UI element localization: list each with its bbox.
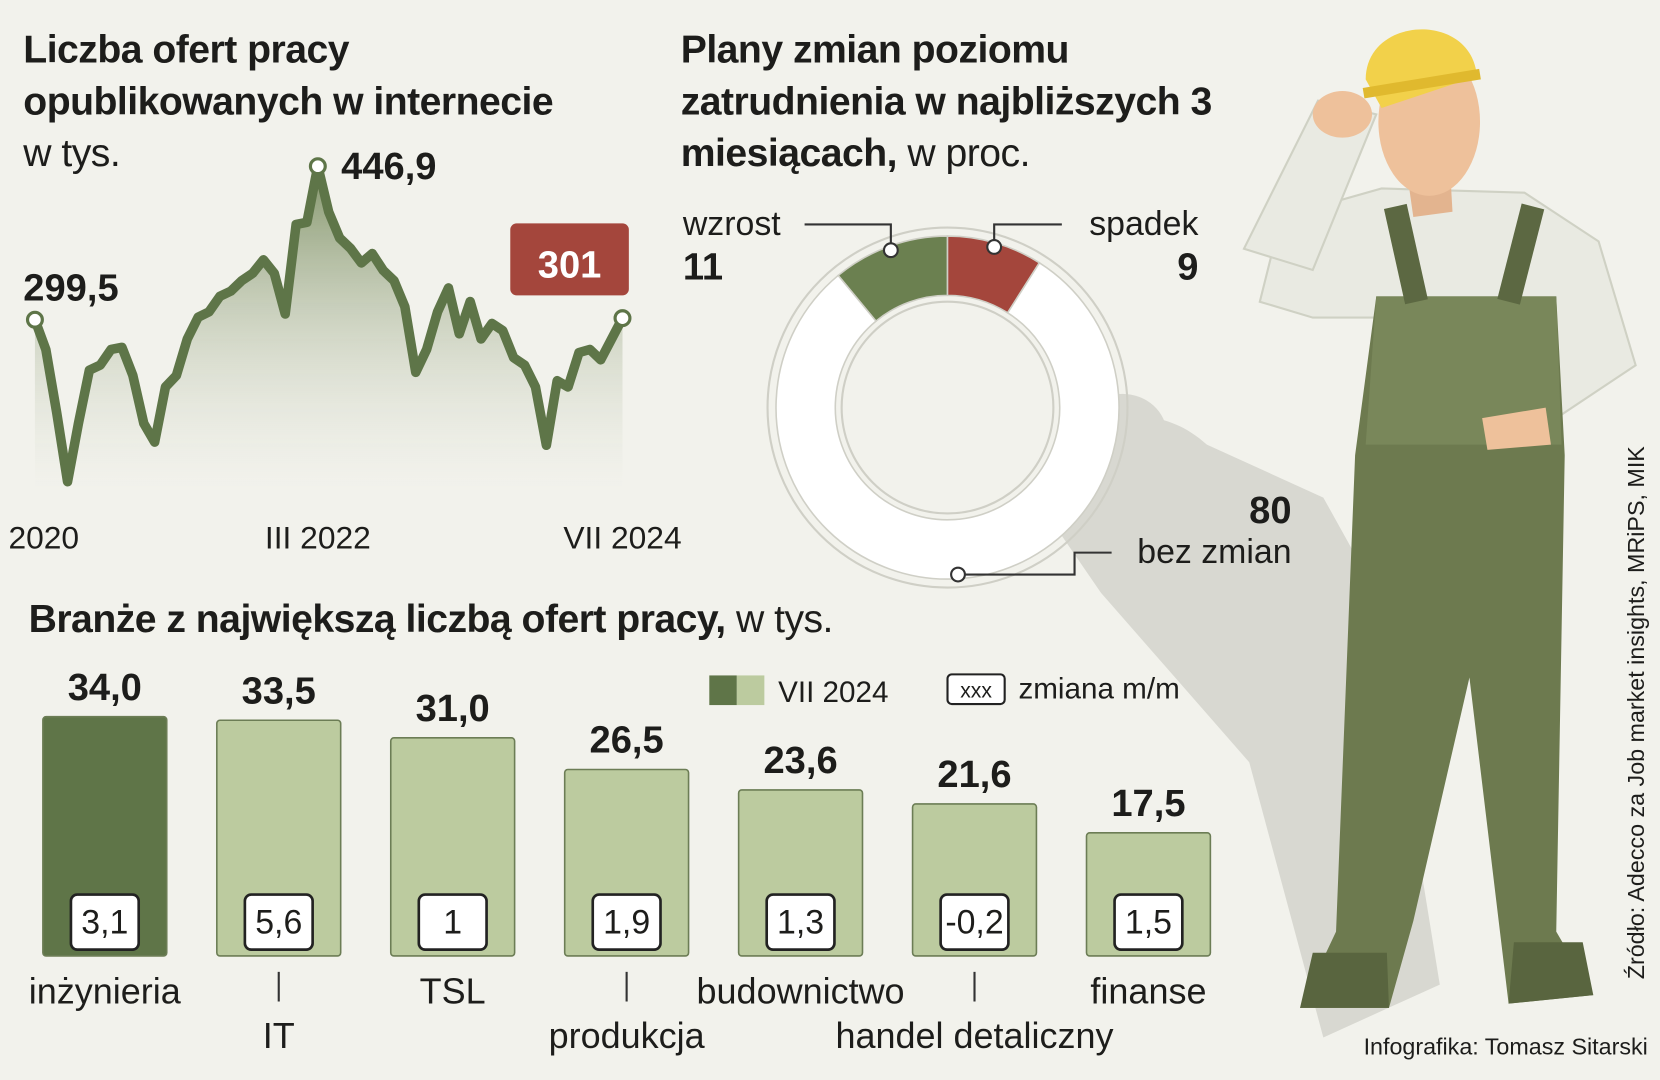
title: Branże z największą liczbą ofert pracy, — [28, 597, 727, 641]
area — [34, 166, 623, 487]
change-box — [417, 893, 488, 951]
donut-title: Plany zmian poziomu zatrudnienia w najbl… — [681, 23, 1274, 179]
slice-value: 9 — [1177, 246, 1198, 288]
change-label: 1,5 — [1125, 904, 1172, 942]
slice-label: wzrost — [682, 205, 781, 243]
x-tick-label: inżynieria — [29, 971, 182, 1012]
legend-label: VII 2024 — [778, 676, 888, 709]
slice-label: bez zmian — [1137, 533, 1291, 571]
leader-line — [804, 223, 892, 251]
value-label: 301 — [538, 244, 602, 286]
outer-ring — [766, 226, 1129, 589]
unit: w proc. — [907, 131, 1030, 175]
unit: w tys. — [735, 597, 833, 641]
change-label: -0,2 — [945, 904, 1003, 942]
value-label: 33,5 — [242, 670, 316, 712]
leader-line — [958, 551, 1112, 576]
value-label: 23,6 — [763, 740, 837, 782]
change-label: 1,9 — [603, 904, 650, 942]
credit: Infografika: Tomasz Sitarski — [1364, 1033, 1648, 1059]
x-tick-label: handel detaliczny — [835, 1015, 1113, 1056]
unit: w tys. — [23, 131, 121, 175]
change-box — [1113, 893, 1184, 951]
point-marker — [25, 310, 44, 329]
line — [30, 161, 627, 487]
legend-symbol: xxx — [960, 680, 992, 703]
bar-chart: VII 2024 xxx zmiana m/m 34,0 3,1 inżynieria 33… — [29, 667, 1212, 1056]
value-label: 26,5 — [590, 720, 664, 762]
x-tick-label: produkcja — [549, 1015, 706, 1056]
change-box — [69, 893, 141, 951]
x-tick-label: budownictwo — [697, 971, 905, 1012]
worker-illustration — [1042, 29, 1637, 1038]
point-marker — [308, 157, 327, 176]
legend-swatch — [946, 673, 1006, 706]
x-tick-label: VII 2024 — [563, 519, 681, 555]
value-label: 21,6 — [937, 754, 1011, 796]
line-chart: I 2020 III 2022 VII 2024 299,5 446,9 301 — [0, 146, 682, 555]
value-label-box — [510, 223, 629, 296]
slice-label: spadek — [1089, 205, 1198, 243]
x-tick-label: TSL — [420, 971, 486, 1012]
change-label: 5,6 — [255, 904, 302, 942]
donut-slice — [775, 261, 1120, 580]
x-tick-label: IT — [263, 1015, 295, 1056]
leader-line — [993, 223, 1062, 247]
change-label: 1,3 — [777, 904, 824, 942]
legend-swatch — [709, 675, 737, 706]
x-tick-label: I 2020 — [0, 519, 79, 555]
source: Źródło: Adecco za Job market insights, M… — [1623, 446, 1649, 980]
value-label: 446,9 — [341, 146, 436, 188]
slice-value: 80 — [1249, 490, 1291, 532]
title: Liczba ofert pracy opublikowanych w inte… — [23, 27, 554, 123]
change-label: 3,1 — [81, 904, 128, 942]
slice-marker — [882, 242, 899, 259]
change-box — [765, 893, 836, 951]
slice-marker — [950, 566, 966, 583]
bar-title: Branże z największą liczbą ofert pracy, … — [29, 593, 1088, 645]
slice-value: 11 — [683, 246, 723, 288]
inner-ring — [840, 300, 1055, 515]
value-label: 299,5 — [23, 268, 118, 310]
change-label: 1 — [443, 904, 462, 942]
legend-label: zmiana m/m — [1018, 673, 1179, 706]
value-label: 31,0 — [416, 688, 490, 730]
change-box — [939, 893, 1010, 951]
value-label: 17,5 — [1111, 783, 1185, 825]
point-marker — [613, 309, 632, 328]
x-tick-label: finanse — [1090, 971, 1206, 1012]
legend-swatch — [736, 675, 765, 706]
change-box — [243, 893, 314, 951]
slice-marker — [986, 239, 1003, 255]
value-label: 34,0 — [68, 667, 142, 709]
line-title: Liczba ofert pracy opublikowanych w inte… — [23, 23, 637, 179]
change-box — [591, 893, 662, 951]
x-tick-label: III 2022 — [265, 519, 371, 555]
title: Plany zmian poziomu zatrudnienia w najbl… — [680, 27, 1213, 175]
